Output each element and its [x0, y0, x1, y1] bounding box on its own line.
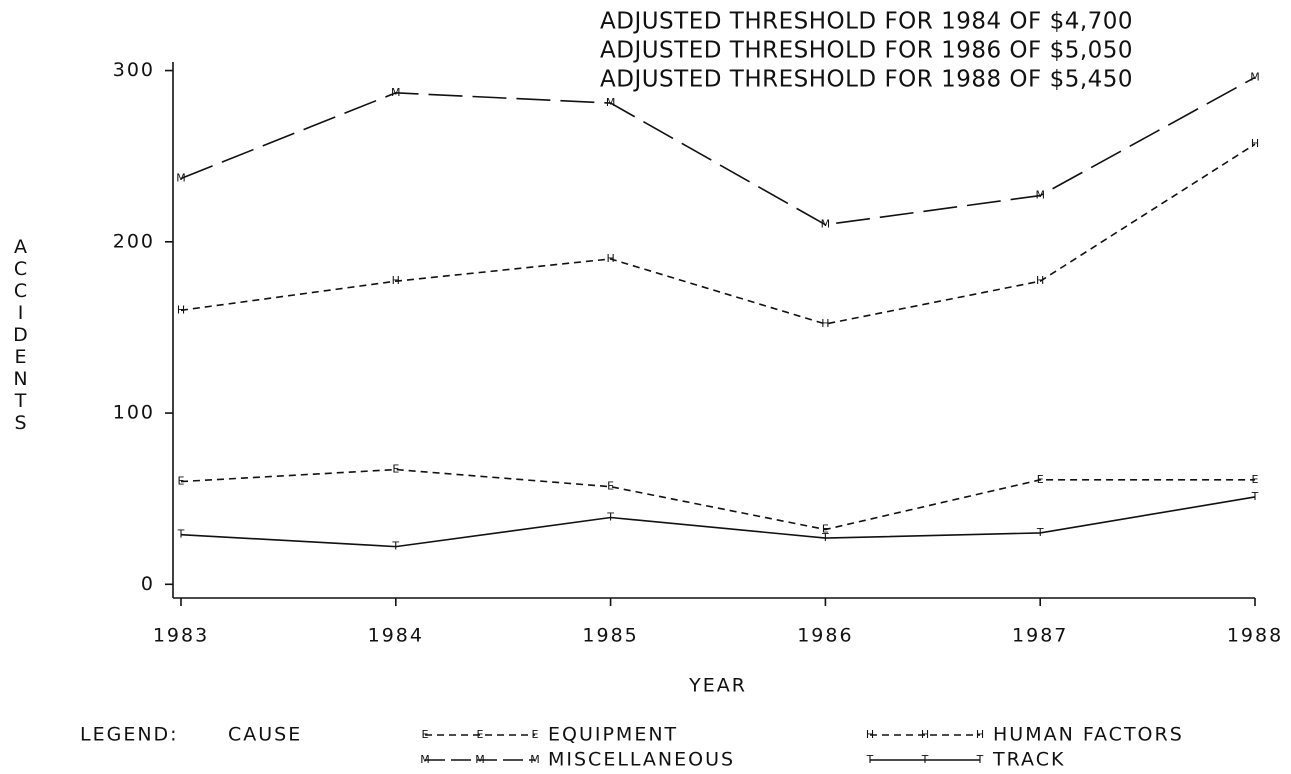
point-marker: E — [178, 475, 185, 488]
point-marker: M — [821, 218, 831, 231]
point-marker: H — [177, 303, 185, 316]
x-axis-label: YEAR — [688, 675, 747, 697]
legend-marker: M — [530, 753, 540, 766]
y-tick-label: 0 — [141, 573, 155, 595]
legend-marker: E — [532, 728, 539, 741]
annotation: ADJUSTED THRESHOLD FOR 1986 OF $5,050 — [600, 38, 1133, 64]
legend-marker: T — [921, 753, 929, 766]
x-tick-label: 1988 — [1227, 625, 1283, 647]
series-line — [180, 468, 1255, 531]
legend-marker: E — [422, 728, 429, 741]
y-tick-label: 200 — [113, 230, 155, 252]
x-tick-label: 1983 — [153, 625, 209, 647]
legend-subtitle: CAUSE — [228, 724, 302, 746]
legend-marker: H — [921, 728, 929, 741]
legend-marker: T — [866, 753, 874, 766]
legend-marker: E — [477, 728, 484, 741]
point-marker: T — [1036, 526, 1044, 539]
point-marker: T — [821, 531, 829, 544]
legend-label: HUMAN FACTORS — [993, 724, 1184, 746]
annotation: ADJUSTED THRESHOLD FOR 1988 OF $5,450 — [600, 67, 1133, 93]
point-marker: E — [392, 463, 399, 476]
legend-label: MISCELLANEOUS — [548, 749, 735, 771]
y-tick-label: 100 — [113, 402, 155, 424]
x-tick-label: 1985 — [582, 625, 638, 647]
point-marker: E — [1037, 473, 1044, 486]
series-line — [180, 76, 1256, 226]
point-marker: H — [392, 274, 400, 287]
point-marker: H — [1036, 274, 1044, 287]
point-marker: M — [606, 96, 616, 109]
point-marker: T — [606, 511, 614, 524]
series-line — [180, 143, 1256, 325]
point-marker: T — [391, 540, 399, 553]
point-marker: H — [606, 252, 614, 265]
point-marker: E — [607, 480, 614, 493]
point-marker: H — [821, 317, 829, 330]
y-tick-label: 300 — [113, 59, 155, 81]
point-marker: T — [1251, 490, 1259, 503]
point-marker: H — [1251, 137, 1259, 150]
point-marker: E — [822, 523, 829, 536]
legend-marker: T — [976, 753, 984, 766]
point-marker: M — [176, 171, 186, 184]
legend-marker: M — [420, 753, 430, 766]
legend-marker: M — [475, 753, 485, 766]
legend-title: LEGEND: — [80, 724, 179, 746]
x-tick-label: 1984 — [368, 625, 424, 647]
y-axis-label: ACCIDENTS — [10, 236, 32, 434]
legend-label: EQUIPMENT — [548, 724, 678, 746]
annotation: ADJUSTED THRESHOLD FOR 1984 OF $4,700 — [600, 9, 1133, 35]
legend-label: TRACK — [992, 749, 1065, 771]
point-marker: M — [1035, 189, 1045, 202]
x-tick-label: 1987 — [1012, 625, 1068, 647]
point-marker: T — [177, 528, 185, 541]
point-marker: E — [1252, 473, 1259, 486]
legend-marker: H — [976, 728, 984, 741]
point-marker: M — [391, 86, 401, 99]
legend-marker: H — [866, 728, 874, 741]
point-marker: M — [1250, 70, 1260, 83]
series-line — [180, 496, 1256, 548]
x-tick-label: 1986 — [797, 625, 853, 647]
